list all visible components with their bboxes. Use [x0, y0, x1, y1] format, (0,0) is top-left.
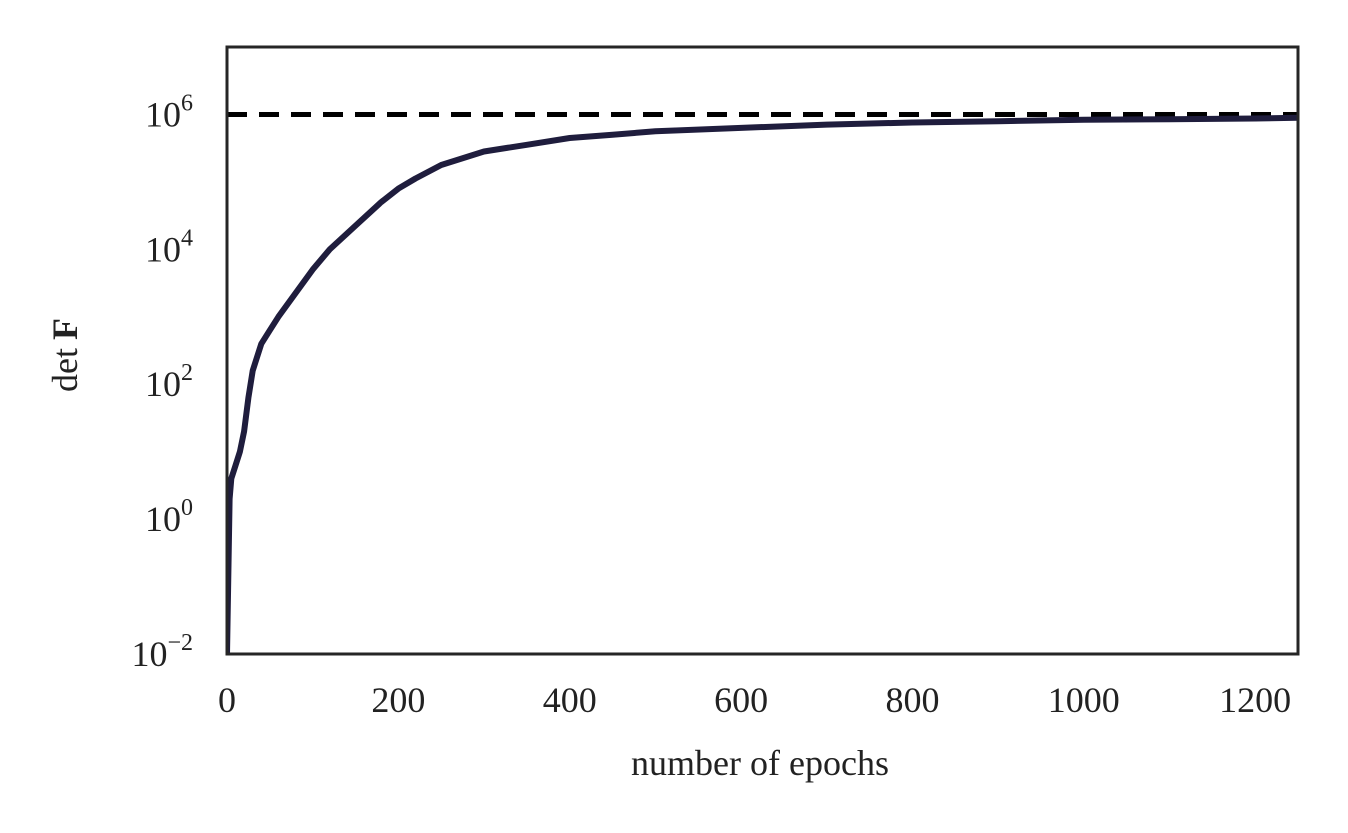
x-axis-label: number of epochs	[631, 743, 889, 783]
y-tick-label: 100	[145, 495, 193, 539]
x-tick-label: 0	[218, 680, 236, 720]
y-tick-label: 102	[145, 360, 193, 404]
y-tick-label: 106	[145, 90, 193, 134]
x-tick-label: 600	[714, 680, 768, 720]
x-tick-label: 200	[371, 680, 425, 720]
y-tick-labels: 10−2 100 102 104 106	[131, 90, 193, 674]
x-tick-label: 400	[543, 680, 597, 720]
y-axis-label-symbol: F	[45, 318, 85, 340]
y-axis-label: det F	[45, 318, 85, 392]
y-axis-label-prefix: det	[45, 348, 85, 392]
x-tick-label: 800	[885, 680, 939, 720]
x-tick-label: 1200	[1219, 680, 1291, 720]
plot-frame	[225, 45, 1300, 656]
data-layer	[227, 111, 1298, 654]
y-tick-label: 10−2	[131, 630, 193, 674]
series-line-0	[227, 114, 1298, 654]
x-tick-label: 1000	[1048, 680, 1120, 720]
x-tick-labels: 0 200 400 600 800 1000 1200	[218, 680, 1291, 720]
y-tick-label: 104	[145, 225, 193, 269]
